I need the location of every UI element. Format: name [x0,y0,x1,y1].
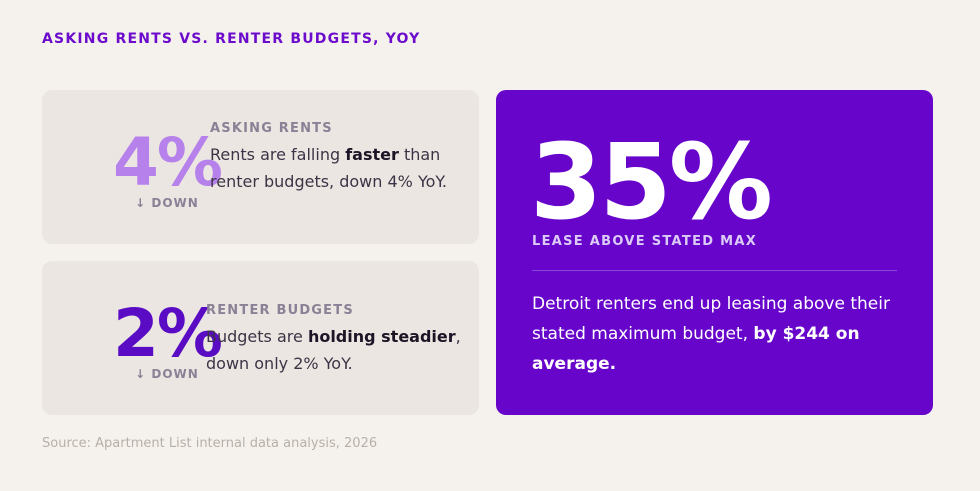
text: Rents are falling [210,145,346,164]
emphasis: holding steadier [307,327,456,346]
stat-card: 2% ↓ DOWN RENTER BUDGETS Budgets are hol… [42,261,479,415]
card-label: RENTER BUDGETS [206,303,354,318]
card-text: Budgets are holding steadier, down only … [206,323,466,377]
card-label: ASKING RENTS [210,121,333,136]
source: Source: Apartment List internal data ana… [42,436,378,451]
stat-card: 4% ↓ DOWN ASKING RENTS Rents are falling… [42,90,479,244]
direction: ↓ DOWN [135,196,199,210]
emphasis: faster [345,145,399,164]
highlight-label: LEASE ABOVE STATED MAX [532,234,758,249]
highlight-card: 35% LEASE ABOVE STATED MAX Detroit rente… [496,90,933,415]
text: , down only 2% YoY. [206,327,461,373]
emphasis: by $244 on average. [532,324,860,374]
highlight-text: Detroit renters end up leasing above the… [532,289,902,379]
text: Detroit renters end up leasing above the… [532,294,890,344]
text: than renter budgets, down 4% YoY. [210,145,448,191]
stat: 4% [112,124,223,201]
divider [532,270,897,271]
stat: 35% [530,121,773,243]
text: Budgets are [206,327,308,346]
title: ASKING RENTS VS. RENTER BUDGETS, YOY [42,31,421,47]
stat: 2% [112,295,223,372]
direction: ↓ DOWN [135,367,199,381]
card-text: Rents are falling faster than renter bud… [210,141,450,195]
